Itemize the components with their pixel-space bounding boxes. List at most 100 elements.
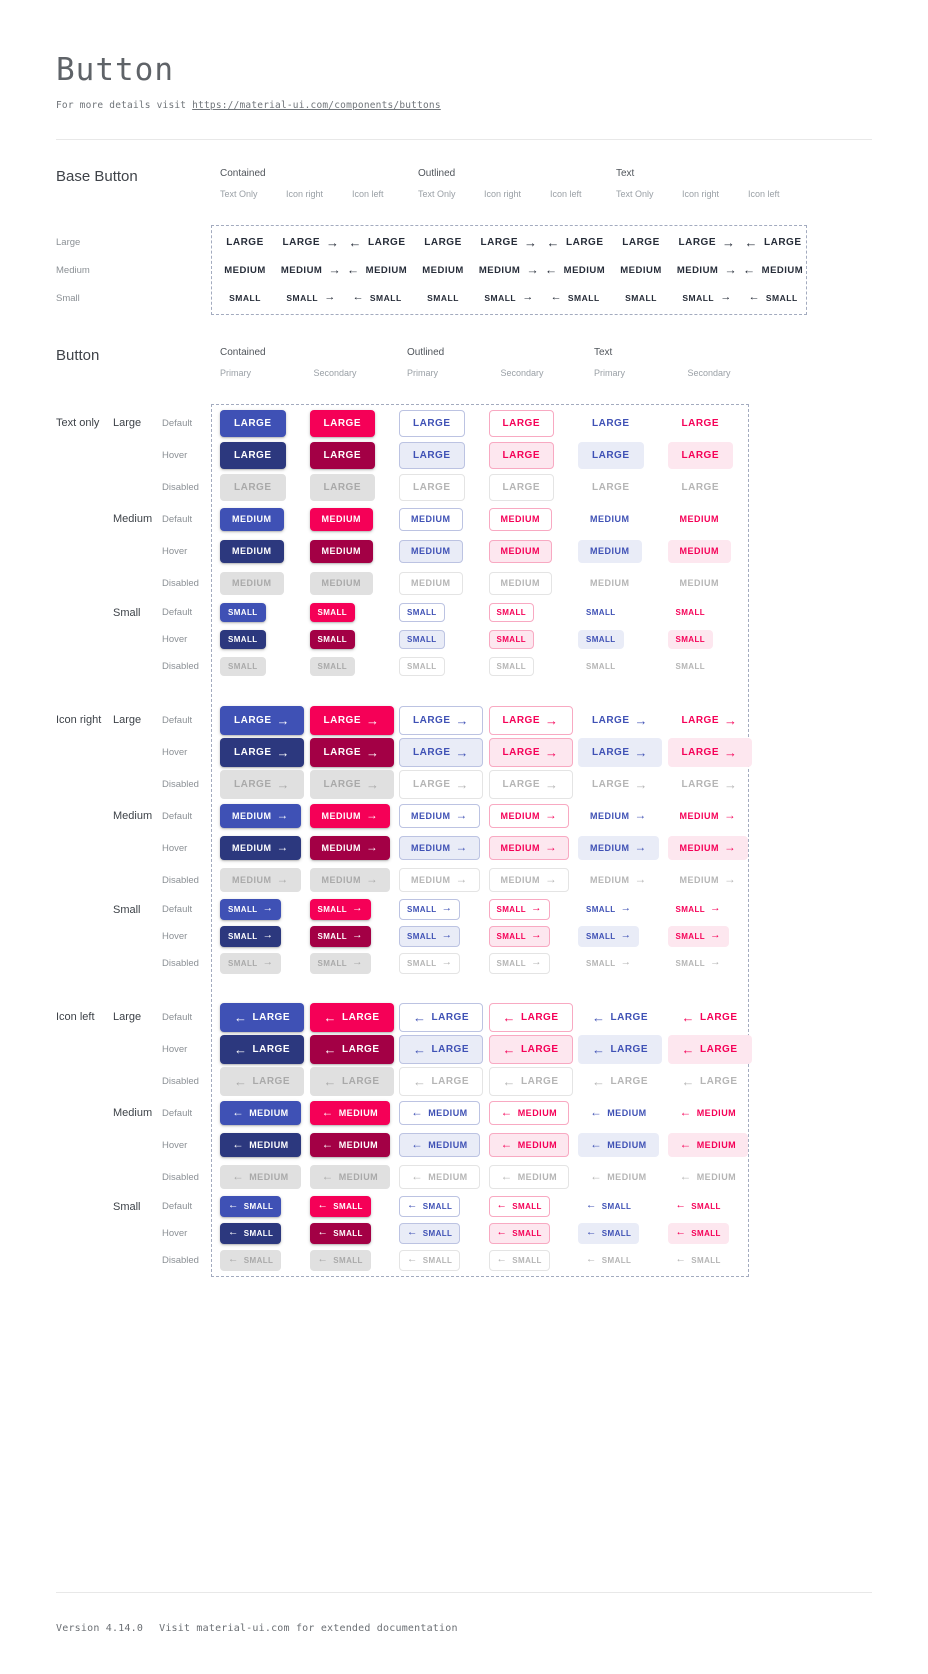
text-primary-medium-default-button[interactable]: ← MEDIUM bbox=[578, 1101, 659, 1126]
base-button[interactable]: MEDIUM bbox=[620, 265, 662, 276]
outlined-secondary-medium-hover-button[interactable]: ← MEDIUM bbox=[488, 1132, 570, 1158]
outlined-secondary-medium-hover-button[interactable]: MEDIUM bbox=[488, 539, 552, 563]
outlined-secondary-large-default-button[interactable]: LARGE → bbox=[488, 705, 573, 735]
text-primary-small-hover-button[interactable]: SMALL bbox=[578, 630, 624, 649]
contained-primary-medium-default-button[interactable]: MEDIUM bbox=[220, 507, 284, 531]
base-button[interactable]: SMALL bbox=[427, 293, 459, 303]
outlined-primary-small-hover-button[interactable]: SMALL → bbox=[399, 926, 461, 947]
contained-secondary-medium-default-button[interactable]: MEDIUM → bbox=[309, 803, 391, 829]
contained-secondary-large-default-button[interactable]: LARGE bbox=[309, 409, 375, 437]
contained-secondary-medium-default-button[interactable]: MEDIUM bbox=[309, 507, 373, 531]
text-secondary-large-hover-button[interactable]: LARGE bbox=[667, 441, 733, 469]
base-button[interactable]: SMALL bbox=[229, 293, 261, 303]
text-primary-medium-hover-button[interactable]: ← MEDIUM bbox=[578, 1132, 659, 1158]
text-secondary-small-default-button[interactable]: SMALL bbox=[668, 603, 714, 622]
outlined-primary-large-hover-button[interactable]: LARGE → bbox=[399, 737, 483, 767]
contained-primary-small-default-button[interactable]: SMALL → bbox=[220, 899, 282, 920]
outlined-secondary-medium-default-button[interactable]: MEDIUM → bbox=[488, 803, 570, 829]
outlined-secondary-large-hover-button[interactable]: LARGE → bbox=[488, 737, 573, 767]
contained-secondary-medium-hover-button[interactable]: ← MEDIUM bbox=[309, 1132, 391, 1158]
text-secondary-medium-default-button[interactable]: ← MEDIUM bbox=[668, 1101, 749, 1126]
outlined-primary-small-default-button[interactable]: SMALL bbox=[399, 603, 445, 622]
contained-primary-large-default-button[interactable]: LARGE bbox=[220, 409, 286, 437]
outlined-primary-medium-default-button[interactable]: ← MEDIUM bbox=[399, 1100, 480, 1126]
outlined-primary-small-default-button[interactable]: SMALL → bbox=[399, 899, 461, 920]
base-button[interactable]: SMALL → bbox=[286, 292, 335, 303]
contained-secondary-small-default-button[interactable]: ← SMALL bbox=[309, 1196, 371, 1217]
outlined-primary-small-hover-button[interactable]: ← SMALL bbox=[399, 1223, 461, 1244]
base-button[interactable]: LARGE → bbox=[283, 236, 340, 249]
base-button[interactable]: LARGE → bbox=[481, 236, 538, 249]
contained-primary-large-default-button[interactable]: LARGE → bbox=[220, 705, 304, 735]
text-primary-large-default-button[interactable]: LARGE → bbox=[578, 706, 662, 735]
contained-primary-small-default-button[interactable]: ← SMALL bbox=[220, 1196, 282, 1217]
base-button[interactable]: ← MEDIUM bbox=[347, 263, 407, 276]
base-button[interactable]: ← LARGE bbox=[745, 236, 802, 249]
contained-secondary-small-default-button[interactable]: SMALL → bbox=[309, 899, 371, 920]
base-button[interactable]: MEDIUM bbox=[422, 265, 464, 276]
outlined-secondary-small-default-button[interactable]: SMALL bbox=[488, 603, 535, 622]
text-secondary-small-hover-button[interactable]: SMALL bbox=[667, 630, 714, 649]
text-secondary-medium-hover-button[interactable]: MEDIUM → bbox=[667, 835, 749, 861]
base-button[interactable]: LARGE bbox=[226, 237, 264, 248]
contained-secondary-small-hover-button[interactable]: ← SMALL bbox=[309, 1223, 371, 1244]
text-primary-small-default-button[interactable]: ← SMALL bbox=[578, 1196, 639, 1216]
text-secondary-large-default-button[interactable]: ← LARGE bbox=[668, 1003, 752, 1032]
contained-primary-large-hover-button[interactable]: ← LARGE bbox=[220, 1034, 304, 1064]
contained-secondary-large-default-button[interactable]: LARGE → bbox=[309, 705, 394, 735]
base-button[interactable]: LARGE bbox=[622, 237, 660, 248]
contained-secondary-large-hover-button[interactable]: LARGE bbox=[309, 441, 375, 469]
outlined-primary-medium-default-button[interactable]: MEDIUM → bbox=[399, 803, 480, 829]
base-button[interactable]: LARGE → bbox=[679, 236, 736, 249]
text-primary-medium-hover-button[interactable]: MEDIUM bbox=[578, 539, 642, 563]
text-secondary-medium-default-button[interactable]: MEDIUM → bbox=[668, 804, 749, 829]
contained-secondary-medium-hover-button[interactable]: MEDIUM → bbox=[309, 835, 391, 861]
text-secondary-medium-default-button[interactable]: MEDIUM bbox=[668, 508, 732, 531]
outlined-secondary-medium-default-button[interactable]: MEDIUM bbox=[488, 507, 552, 531]
outlined-primary-large-hover-button[interactable]: ← LARGE bbox=[399, 1034, 483, 1064]
base-button[interactable]: ← SMALL bbox=[352, 292, 401, 303]
outlined-secondary-large-hover-button[interactable]: ← LARGE bbox=[488, 1034, 573, 1064]
text-primary-large-default-button[interactable]: LARGE bbox=[578, 410, 644, 437]
text-secondary-large-default-button[interactable]: LARGE → bbox=[668, 706, 752, 735]
base-button[interactable]: MEDIUM → bbox=[479, 263, 539, 276]
text-secondary-small-hover-button[interactable]: SMALL → bbox=[667, 926, 729, 947]
text-secondary-large-hover-button[interactable]: ← LARGE bbox=[667, 1034, 752, 1064]
outlined-primary-small-default-button[interactable]: ← SMALL bbox=[399, 1196, 461, 1217]
outlined-primary-medium-default-button[interactable]: MEDIUM bbox=[399, 507, 463, 531]
docs-link[interactable]: https://material-ui.com/components/butto… bbox=[192, 100, 441, 111]
base-button[interactable]: LARGE bbox=[424, 237, 462, 248]
outlined-secondary-medium-default-button[interactable]: ← MEDIUM bbox=[488, 1100, 570, 1126]
outlined-primary-medium-hover-button[interactable]: MEDIUM → bbox=[399, 835, 480, 861]
text-primary-small-hover-button[interactable]: ← SMALL bbox=[578, 1223, 640, 1244]
base-button[interactable]: ← LARGE bbox=[547, 236, 604, 249]
outlined-secondary-large-default-button[interactable]: LARGE bbox=[488, 409, 554, 437]
contained-secondary-large-default-button[interactable]: ← LARGE bbox=[309, 1002, 394, 1032]
contained-primary-small-hover-button[interactable]: SMALL bbox=[220, 630, 266, 649]
outlined-secondary-small-default-button[interactable]: SMALL → bbox=[488, 899, 550, 920]
outlined-secondary-small-hover-button[interactable]: SMALL bbox=[488, 630, 535, 649]
text-primary-medium-hover-button[interactable]: MEDIUM → bbox=[578, 835, 659, 861]
text-secondary-small-hover-button[interactable]: ← SMALL bbox=[667, 1223, 729, 1244]
outlined-primary-large-hover-button[interactable]: LARGE bbox=[399, 441, 465, 469]
contained-primary-medium-default-button[interactable]: MEDIUM → bbox=[220, 803, 301, 829]
contained-primary-medium-hover-button[interactable]: MEDIUM → bbox=[220, 835, 301, 861]
text-primary-large-hover-button[interactable]: LARGE bbox=[578, 441, 644, 469]
base-button[interactable]: ← LARGE bbox=[349, 236, 406, 249]
outlined-secondary-medium-hover-button[interactable]: MEDIUM → bbox=[488, 835, 570, 861]
contained-primary-large-hover-button[interactable]: LARGE → bbox=[220, 737, 304, 767]
contained-secondary-medium-hover-button[interactable]: MEDIUM bbox=[309, 539, 373, 563]
text-secondary-large-hover-button[interactable]: LARGE → bbox=[667, 737, 752, 767]
contained-primary-medium-hover-button[interactable]: MEDIUM bbox=[220, 539, 284, 563]
base-button[interactable]: MEDIUM → bbox=[677, 263, 737, 276]
contained-primary-large-hover-button[interactable]: LARGE bbox=[220, 441, 286, 469]
outlined-secondary-small-default-button[interactable]: ← SMALL bbox=[488, 1196, 550, 1217]
outlined-primary-small-hover-button[interactable]: SMALL bbox=[399, 630, 445, 649]
text-primary-large-hover-button[interactable]: ← LARGE bbox=[578, 1034, 662, 1064]
outlined-primary-large-default-button[interactable]: LARGE → bbox=[399, 705, 483, 735]
outlined-primary-large-default-button[interactable]: LARGE bbox=[399, 409, 465, 437]
text-primary-medium-default-button[interactable]: MEDIUM → bbox=[578, 804, 659, 829]
text-secondary-large-default-button[interactable]: LARGE bbox=[668, 410, 734, 437]
text-primary-small-hover-button[interactable]: SMALL → bbox=[578, 926, 640, 947]
text-secondary-medium-hover-button[interactable]: MEDIUM bbox=[667, 539, 731, 563]
